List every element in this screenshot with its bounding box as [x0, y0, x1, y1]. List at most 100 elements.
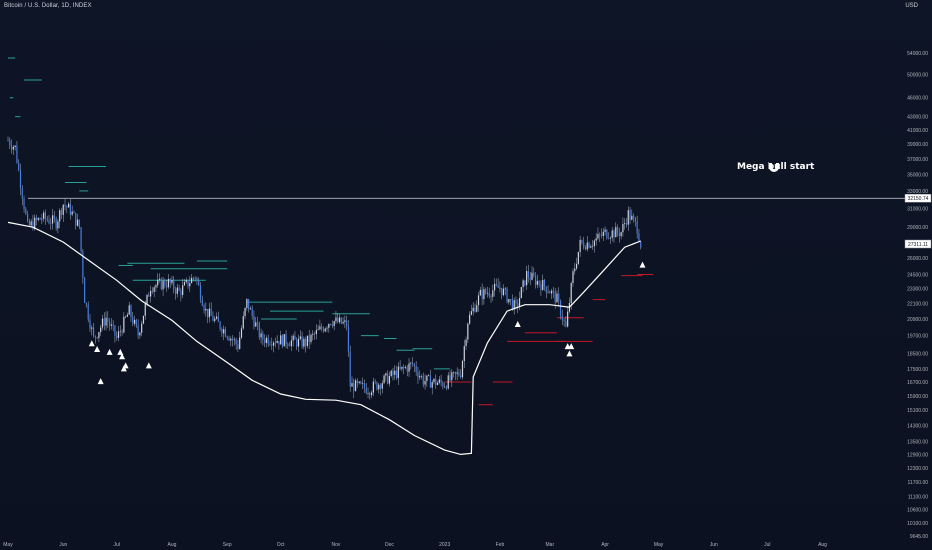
x-tick-label: Mar — [546, 542, 555, 548]
y-tick-label: 9645.00 — [910, 534, 928, 540]
candle-body — [604, 229, 606, 232]
candle-body — [543, 279, 546, 287]
x-tick-label: Jul — [114, 542, 120, 548]
candle-body — [14, 145, 16, 148]
candle-body — [10, 145, 13, 150]
candle-body — [185, 279, 187, 283]
candle-body — [27, 213, 29, 222]
candle-body — [447, 375, 449, 389]
candle-body — [208, 308, 211, 318]
candle-body — [599, 234, 601, 236]
candle-body — [137, 325, 139, 336]
candle-body — [16, 145, 18, 163]
y-tick-label: 54000.00 — [907, 51, 928, 57]
candle-body — [347, 326, 350, 352]
x-tick-label: Aug — [168, 542, 177, 548]
candle-body — [581, 239, 583, 243]
candle-body — [600, 235, 603, 237]
buy-signal-marker — [568, 343, 575, 350]
candle-body — [410, 362, 412, 364]
candle-body — [631, 215, 633, 220]
candle-body — [438, 379, 440, 383]
candle-body — [577, 251, 579, 264]
candle-body — [71, 211, 73, 215]
candle-body — [613, 230, 615, 238]
candle-body — [46, 218, 48, 221]
candle-body — [429, 375, 432, 388]
candle-body — [91, 327, 93, 329]
y-tick-label: 39000.00 — [907, 142, 928, 148]
candle-body — [248, 298, 250, 310]
x-tick-label: Oct — [277, 542, 285, 548]
candle-body — [502, 288, 505, 296]
candle-body — [19, 170, 22, 189]
candle-body — [317, 329, 319, 331]
candle-body — [203, 305, 205, 311]
candle-body — [149, 290, 152, 297]
candle-body — [105, 317, 107, 326]
candle-body — [125, 316, 127, 318]
level-price-tag — [904, 193, 932, 203]
candle-body — [7, 140, 9, 142]
candle-body — [312, 333, 314, 335]
y-tick-label: 41000.00 — [907, 128, 928, 134]
candle-body — [48, 220, 50, 224]
candle-body — [633, 215, 635, 219]
y-tick-label: 18500.00 — [907, 351, 928, 357]
candle-body — [62, 204, 64, 215]
x-tick-label: Sep — [223, 542, 232, 548]
candle-body — [290, 340, 292, 347]
candle-body — [201, 299, 203, 306]
candle-body — [354, 380, 357, 392]
candle-body — [313, 333, 316, 335]
candle-body — [158, 278, 161, 280]
candle-body — [624, 223, 626, 225]
candle-body — [615, 226, 617, 238]
candle-body — [100, 327, 102, 333]
x-tick-label: Dec — [385, 542, 394, 548]
candle-body — [162, 280, 164, 290]
buy-signal-marker — [119, 353, 126, 360]
candle-body — [157, 279, 159, 286]
y-tick-label: 46000.00 — [907, 96, 928, 102]
candle-body — [192, 277, 194, 279]
candle-body — [424, 380, 426, 385]
x-tick-label: May — [654, 542, 664, 548]
moving-average-line — [7, 221, 641, 456]
candle-body — [629, 210, 631, 220]
candle-body — [121, 331, 123, 333]
candle-body — [258, 323, 260, 338]
candle-body — [30, 221, 32, 226]
candle-body — [353, 383, 355, 392]
candle-body — [559, 300, 562, 316]
candle-body — [9, 140, 11, 146]
candle-body — [94, 335, 96, 338]
candle-body — [335, 317, 337, 322]
candle-body — [328, 324, 330, 328]
candle-body — [224, 329, 227, 337]
buy-signal-marker — [145, 362, 152, 369]
candle-body — [376, 382, 378, 390]
y-tick-label: 37000.00 — [907, 157, 928, 163]
candle-body — [433, 378, 435, 383]
candle-body — [321, 326, 323, 329]
candle-body — [558, 293, 560, 301]
candle-body — [593, 240, 595, 247]
candle-body — [379, 384, 382, 389]
candle-body — [39, 218, 41, 220]
y-tick-label: 35000.00 — [907, 172, 928, 178]
candle-body — [237, 344, 239, 349]
candle-body — [231, 338, 234, 341]
candle-body — [517, 303, 519, 306]
candle-body — [575, 263, 578, 269]
x-tick-label: May — [3, 542, 13, 548]
candle-body — [431, 382, 433, 388]
candle-body — [160, 278, 162, 290]
candle-body — [198, 280, 200, 286]
candle-body — [80, 227, 82, 252]
candle-body — [182, 285, 184, 295]
y-tick-label: 15100.00 — [907, 408, 928, 414]
candle-body — [408, 363, 410, 372]
candle-body — [385, 373, 387, 376]
